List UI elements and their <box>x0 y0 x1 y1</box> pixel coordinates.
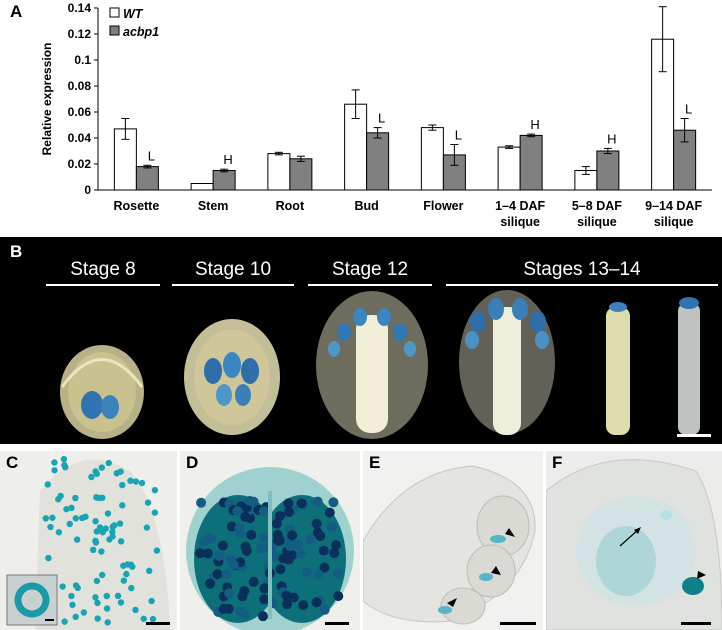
silique-image-2 <box>678 297 700 435</box>
category-label: silique <box>654 215 694 229</box>
stage-underline <box>46 284 160 286</box>
bar-acbp1-2 <box>289 158 313 191</box>
stage-13-flower-image <box>459 290 555 435</box>
y-tick-label: 0.1 <box>74 53 91 67</box>
significance-label: H <box>530 117 539 132</box>
panel-label-c: C <box>6 453 19 472</box>
bar-acbp1-1 <box>212 170 236 191</box>
flower-images <box>60 290 711 439</box>
stage-underline <box>172 284 294 286</box>
legend-label-WT: WT <box>123 7 144 21</box>
legend-swatch-WT <box>109 7 120 18</box>
category-label: Flower <box>423 199 463 213</box>
scale-bar <box>146 622 170 625</box>
scale-bar <box>500 622 536 625</box>
y-tick-label: 0.14 <box>68 1 92 15</box>
stage-underline <box>446 284 718 286</box>
stage-10-flower-image <box>184 319 280 435</box>
panel-label-d: D <box>186 453 199 472</box>
silique-image-1 <box>606 302 630 435</box>
category-label: silique <box>500 215 540 229</box>
micrograph-d: D <box>180 451 360 630</box>
scale-bar <box>681 622 711 625</box>
significance-label: L <box>148 148 155 163</box>
category-label: silique <box>577 215 617 229</box>
stage-label-12: Stage 12 <box>331 259 409 280</box>
panel-label-b: B <box>10 242 23 261</box>
bar-acbp1-0 <box>135 166 159 191</box>
y-tick-label: 0.12 <box>68 27 92 41</box>
y-axis-label: Relative expression <box>40 43 54 156</box>
category-label: 5–8 DAF <box>572 199 622 213</box>
y-tick-label: 0.08 <box>68 79 92 93</box>
y-tick-label: 0.06 <box>68 105 92 119</box>
bar-acbp1-5 <box>519 134 543 191</box>
y-tick-label: 0.02 <box>68 157 92 171</box>
stage-label-13-14: Stages 13–14 <box>523 259 641 280</box>
micrograph-f: F <box>546 451 722 630</box>
micrograph-e: E <box>363 451 543 630</box>
category-label: Rosette <box>113 199 159 213</box>
category-label: 9–14 DAF <box>645 199 702 213</box>
significance-label: H <box>607 131 616 146</box>
legend-label-acbp1: acbp1 <box>123 25 159 39</box>
bar-WT-2 <box>267 153 291 191</box>
panel-label-f: F <box>552 453 563 472</box>
expression-bar-chart: 0 0.02 0.04 0.06 0.08 0.1 0.12 0.14 Relative exp… <box>40 1 712 229</box>
stage-8-bud-image <box>60 345 144 439</box>
stage-label-10: Stage 10 <box>194 259 272 280</box>
category-label: 1–4 DAF <box>495 199 545 213</box>
significance-label: L <box>378 111 385 126</box>
panel-label-e: E <box>369 453 381 472</box>
stage-label-8: Stage 8 <box>70 259 136 280</box>
stage-underline <box>308 284 432 286</box>
category-label: Stem <box>198 199 229 213</box>
significance-label: L <box>455 128 462 143</box>
micrograph-c: C <box>0 451 177 630</box>
bar-WT-1 <box>190 183 214 191</box>
legend-swatch-acbp1 <box>109 25 120 36</box>
significance-label: L <box>685 102 692 117</box>
bar-acbp1-6 <box>596 150 620 191</box>
bar-WT-4 <box>420 127 444 191</box>
scale-bar <box>325 622 349 625</box>
y-tick-label: 0 <box>84 183 91 197</box>
bar-WT-5 <box>497 146 521 191</box>
y-tick-label: 0.04 <box>68 131 92 145</box>
stage-12-flower-image <box>316 291 428 439</box>
scale-bar <box>677 434 711 437</box>
significance-label: H <box>223 152 232 167</box>
category-label: Bud <box>354 199 378 213</box>
flower-stages-panel: B Stage 8 Stage 10 Stage 12 Stages 13–14 <box>0 237 722 444</box>
bar-acbp1-3 <box>366 132 390 191</box>
panel-label-a: A <box>10 2 23 21</box>
category-label: Root <box>276 199 305 213</box>
